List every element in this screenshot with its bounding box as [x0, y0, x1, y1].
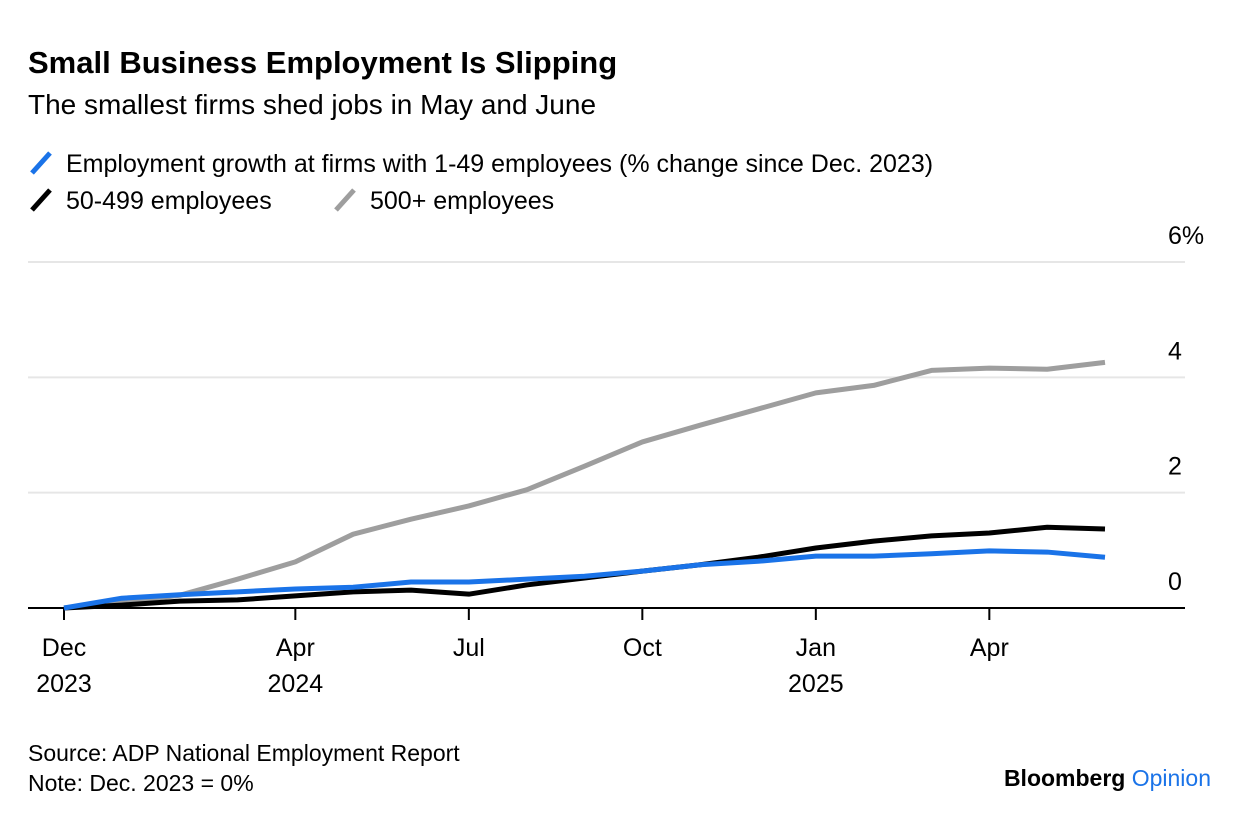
chart-title: Small Business Employment Is Slipping — [28, 45, 617, 80]
x-tick-label: Apr 2024 — [268, 634, 324, 698]
x-tick-label: Jul — [453, 634, 485, 662]
legend-swatch — [30, 188, 52, 212]
source: Source: ADP National Employment Report — [28, 740, 460, 766]
legend-swatch — [334, 188, 356, 212]
note: Note: Dec. 2023 = 0% — [28, 770, 254, 796]
legend-label: 500+ employees — [370, 187, 554, 215]
x-tick-label: Jan 2025 — [788, 634, 844, 698]
y-tick-label: 6% — [1168, 222, 1204, 250]
legend-swatch — [30, 151, 52, 175]
branding: Bloomberg Opinion — [1004, 765, 1211, 791]
brand-name: Bloomberg — [1004, 765, 1125, 791]
legend-label: 50-499 employees — [66, 187, 272, 215]
y-tick-label: 4 — [1168, 337, 1182, 365]
y-tick-label: 2 — [1168, 453, 1182, 481]
x-tick-label: Oct — [623, 634, 662, 662]
brand-section: Opinion — [1132, 765, 1211, 791]
series-line — [63, 524, 1106, 611]
series-line — [63, 548, 1106, 611]
legend-label: Employment growth at firms with 1-49 emp… — [66, 150, 933, 178]
chart-subtitle: The smallest firms shed jobs in May and … — [28, 89, 596, 120]
y-tick-label: 0 — [1168, 568, 1182, 596]
x-tick-label: Dec 2023 — [36, 634, 92, 698]
x-tick-label: Apr — [970, 634, 1009, 662]
series-line — [63, 359, 1106, 611]
